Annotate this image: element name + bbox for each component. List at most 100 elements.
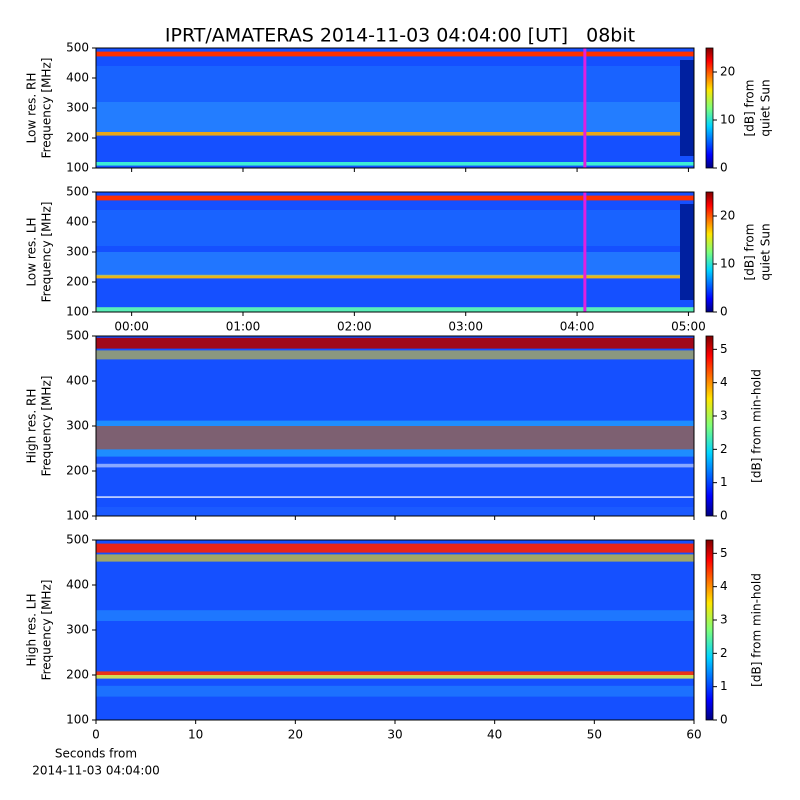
y-tick-label: 400 bbox=[66, 374, 89, 388]
x-tick-label: 50 bbox=[587, 728, 602, 742]
y-tick-label: 200 bbox=[66, 131, 89, 145]
colorbar-label: quiet Sun bbox=[759, 79, 773, 136]
y-tick-label: 300 bbox=[66, 623, 89, 637]
y-tick-label: 400 bbox=[66, 578, 89, 592]
colorbar bbox=[705, 191, 714, 313]
x-tick-label: 10 bbox=[188, 728, 203, 742]
x-tick-label: 01:00 bbox=[226, 320, 261, 334]
x-tick-label: 03:00 bbox=[448, 320, 483, 334]
y-tick-label: 100 bbox=[66, 161, 89, 175]
spectrogram-background bbox=[96, 48, 694, 168]
spectrogram-band bbox=[96, 210, 694, 246]
spectrogram-band bbox=[96, 507, 694, 516]
spectrogram-edge bbox=[680, 204, 694, 300]
colorbar-tick-label: 20 bbox=[720, 209, 735, 223]
y-tick-label: 100 bbox=[66, 305, 89, 319]
colorbar-label: [dB] from bbox=[743, 80, 757, 137]
spectrogram-band bbox=[96, 420, 694, 457]
spectrogram-band bbox=[96, 685, 694, 697]
spectrogram-band bbox=[96, 554, 694, 562]
x-tick-label: 30 bbox=[387, 728, 402, 742]
x-axis-label: 2014-11-03 04:04:00 bbox=[32, 764, 159, 778]
spectrogram-band bbox=[96, 132, 694, 136]
colorbar-label: [dB] from min-hold bbox=[750, 369, 764, 483]
colorbar-label: [dB] from min-hold bbox=[750, 573, 764, 687]
y-axis-label: Frequency [MHz] bbox=[40, 580, 54, 681]
spectrogram-band bbox=[96, 337, 694, 349]
y-axis-label: Frequency [MHz] bbox=[40, 202, 54, 303]
colorbar-tick-label: 10 bbox=[720, 257, 735, 271]
colorbar bbox=[705, 539, 714, 721]
colorbar-tick-label: 5 bbox=[720, 342, 728, 356]
colorbar-tick-label: 0 bbox=[720, 713, 728, 727]
colorbar-tick-label: 5 bbox=[720, 546, 728, 560]
spectrogram-background bbox=[96, 192, 694, 312]
colorbar-tick-label: 4 bbox=[720, 579, 728, 593]
y-axis-label: High res. RH bbox=[25, 389, 39, 464]
y-tick-label: 400 bbox=[66, 215, 89, 229]
colorbar-tick-label: 10 bbox=[720, 113, 735, 127]
x-axis-label: Seconds from bbox=[55, 747, 137, 761]
spectrogram-edge bbox=[680, 60, 694, 156]
y-tick-label: 500 bbox=[66, 185, 89, 199]
y-tick-label: 500 bbox=[66, 533, 89, 547]
y-tick-label: 100 bbox=[66, 713, 89, 727]
x-tick-label: 60 bbox=[686, 728, 701, 742]
colorbar-tick-label: 3 bbox=[720, 613, 728, 627]
x-tick-label: 40 bbox=[487, 728, 502, 742]
spectrogram-band bbox=[96, 675, 694, 679]
y-tick-label: 100 bbox=[66, 509, 89, 523]
y-axis-label: Low res. RH bbox=[25, 73, 39, 144]
spectrogram-background bbox=[96, 540, 694, 720]
y-axis-label: Frequency [MHz] bbox=[40, 58, 54, 159]
x-tick-label: 04:00 bbox=[560, 320, 595, 334]
spectrogram-band bbox=[96, 496, 694, 498]
colorbar bbox=[705, 47, 714, 169]
spectrogram-band bbox=[96, 543, 694, 553]
y-tick-label: 300 bbox=[66, 419, 89, 433]
x-tick-label: 00:00 bbox=[114, 320, 149, 334]
y-tick-label: 200 bbox=[66, 275, 89, 289]
colorbar-tick-label: 3 bbox=[720, 409, 728, 423]
spectrogram-band bbox=[96, 426, 694, 450]
spectrogram-band bbox=[96, 252, 694, 276]
y-tick-label: 300 bbox=[66, 245, 89, 259]
spectrogram-band bbox=[96, 51, 694, 57]
colorbar-tick-label: 4 bbox=[720, 375, 728, 389]
colorbar-tick-label: 0 bbox=[720, 509, 728, 523]
colorbar-tick-label: 0 bbox=[720, 305, 728, 319]
y-tick-label: 200 bbox=[66, 668, 89, 682]
y-tick-label: 500 bbox=[66, 41, 89, 55]
colorbar-label: [dB] from bbox=[743, 224, 757, 281]
spectrogram-band bbox=[96, 463, 694, 468]
spectrogram-band bbox=[96, 195, 694, 201]
x-tick-label: 02:00 bbox=[337, 320, 372, 334]
y-axis-label: High res. LH bbox=[25, 593, 39, 666]
colorbar bbox=[705, 335, 714, 517]
spectrogram-band bbox=[96, 102, 694, 132]
spectrogram-band bbox=[96, 307, 694, 312]
spectrogram-band bbox=[96, 610, 694, 621]
colorbar-tick-label: 2 bbox=[720, 442, 728, 456]
figure-title: IPRT/AMATERAS 2014-11-03 04:04:00 [UT] 0… bbox=[165, 25, 635, 47]
x-tick-label: 0 bbox=[92, 728, 100, 742]
colorbar-tick-label: 0 bbox=[720, 161, 728, 175]
y-axis-label: Low res. LH bbox=[25, 217, 39, 286]
colorbar-tick-label: 1 bbox=[720, 679, 728, 693]
spectrogram-band bbox=[96, 162, 694, 166]
y-tick-label: 400 bbox=[66, 71, 89, 85]
spectrogram-band bbox=[96, 671, 694, 675]
x-tick-label: 20 bbox=[288, 728, 303, 742]
colorbar-tick-label: 1 bbox=[720, 475, 728, 489]
y-axis-label: Frequency [MHz] bbox=[40, 376, 54, 477]
colorbar-tick-label: 2 bbox=[720, 646, 728, 660]
colorbar-tick-label: 20 bbox=[720, 65, 735, 79]
y-tick-label: 300 bbox=[66, 101, 89, 115]
x-tick-label: 05:00 bbox=[671, 320, 706, 334]
spectrogram-band bbox=[96, 66, 694, 102]
spectrogram-band bbox=[96, 350, 694, 360]
y-tick-label: 200 bbox=[66, 464, 89, 478]
spectrogram-band bbox=[96, 274, 694, 279]
